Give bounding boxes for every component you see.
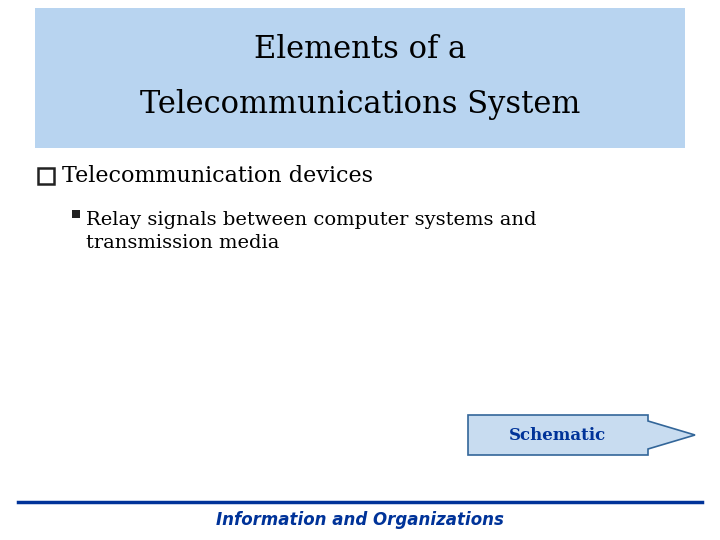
Text: Schematic: Schematic [509,427,607,443]
Polygon shape [468,415,695,455]
Bar [38,168,54,184]
Text: Elements of a: Elements of a [254,35,466,65]
Text: Information and Organizations: Information and Organizations [216,511,504,529]
Text: Telecommunication devices: Telecommunication devices [62,165,373,187]
Text: transmission media: transmission media [86,234,279,252]
Text: Telecommunications System: Telecommunications System [140,90,580,120]
FancyBboxPatch shape [35,8,685,148]
Bar [72,210,80,218]
Text: Relay signals between computer systems and: Relay signals between computer systems a… [86,211,536,229]
